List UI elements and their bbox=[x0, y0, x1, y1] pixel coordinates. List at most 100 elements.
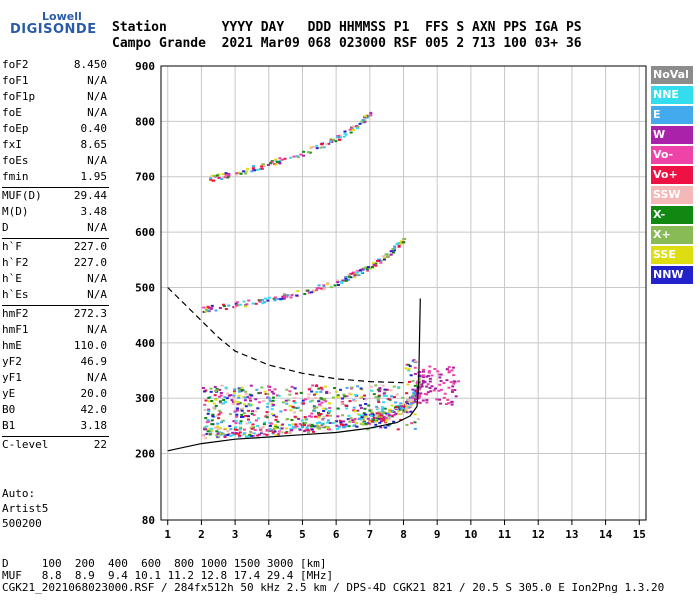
logo: Lowell DIGISONDE bbox=[4, 10, 96, 40]
data-point bbox=[375, 417, 379, 420]
data-point bbox=[332, 138, 336, 141]
data-point bbox=[236, 403, 240, 406]
data-point bbox=[387, 410, 391, 413]
data-point bbox=[258, 300, 262, 303]
data-point bbox=[364, 266, 368, 269]
legend: NoVal NNE E W Vo- Vo+ SSW X- X+ SSE NNW bbox=[651, 66, 693, 286]
data-point bbox=[399, 242, 403, 245]
data-point bbox=[364, 402, 368, 405]
data-point bbox=[323, 398, 327, 401]
data-point bbox=[309, 146, 313, 149]
data-point bbox=[367, 422, 371, 425]
data-point bbox=[439, 373, 443, 376]
data-point bbox=[387, 412, 391, 415]
data-point bbox=[311, 145, 315, 148]
data-point bbox=[319, 146, 323, 149]
data-point bbox=[227, 174, 231, 177]
data-point bbox=[235, 304, 239, 307]
data-point bbox=[359, 407, 363, 410]
data-point bbox=[349, 131, 353, 134]
data-point bbox=[226, 430, 230, 433]
data-point bbox=[315, 384, 319, 387]
data-point bbox=[273, 296, 277, 299]
data-point bbox=[425, 375, 429, 378]
data-point bbox=[221, 432, 225, 435]
data-point bbox=[363, 116, 367, 119]
data-point bbox=[389, 250, 393, 253]
data-point bbox=[218, 400, 222, 403]
data-point bbox=[242, 403, 246, 406]
data-point bbox=[207, 420, 211, 423]
data-point bbox=[216, 422, 220, 425]
param-row: h`Es N/A bbox=[2, 288, 107, 304]
data-point bbox=[223, 396, 227, 399]
data-point bbox=[308, 415, 312, 418]
data-point bbox=[248, 397, 252, 400]
y-tick-label: 500 bbox=[135, 281, 155, 294]
data-point bbox=[201, 433, 205, 436]
data-point bbox=[224, 172, 228, 175]
data-point bbox=[422, 368, 426, 371]
data-point bbox=[413, 384, 417, 387]
data-point bbox=[404, 404, 408, 407]
x-tick-label: 14 bbox=[599, 528, 613, 541]
data-point bbox=[343, 130, 347, 133]
data-point bbox=[204, 399, 208, 402]
data-point bbox=[413, 427, 417, 430]
data-point bbox=[318, 427, 322, 430]
data-point bbox=[222, 398, 226, 401]
data-point bbox=[364, 398, 368, 401]
data-point bbox=[269, 422, 273, 425]
data-point bbox=[374, 264, 378, 267]
data-point bbox=[315, 422, 319, 425]
data-point bbox=[336, 395, 340, 398]
data-point bbox=[365, 116, 369, 119]
data-point bbox=[210, 429, 214, 432]
data-point bbox=[420, 385, 424, 388]
data-point bbox=[272, 403, 276, 406]
data-point bbox=[418, 401, 422, 404]
data-point bbox=[339, 423, 343, 426]
data-point bbox=[216, 426, 220, 429]
data-point bbox=[249, 384, 253, 387]
data-point bbox=[308, 387, 312, 390]
data-point bbox=[277, 432, 281, 435]
param-value: 227.0 bbox=[73, 256, 107, 269]
data-point bbox=[205, 425, 209, 428]
data-point bbox=[356, 409, 360, 412]
data-point bbox=[370, 414, 374, 417]
data-point bbox=[406, 406, 410, 409]
data-point bbox=[217, 413, 221, 416]
data-point bbox=[254, 410, 258, 413]
param-value: N/A bbox=[87, 272, 107, 285]
data-point bbox=[264, 393, 268, 396]
bottom-info: D 100 200 400 600 800 1000 1500 3000 [km… bbox=[2, 558, 664, 594]
param-name: fmin bbox=[2, 170, 29, 183]
data-point bbox=[212, 179, 216, 182]
data-point bbox=[350, 126, 354, 129]
data-point bbox=[320, 143, 324, 146]
data-point bbox=[210, 419, 214, 422]
data-point bbox=[450, 389, 454, 392]
data-point bbox=[317, 284, 321, 287]
data-point bbox=[366, 428, 370, 431]
data-point bbox=[405, 423, 409, 426]
data-point bbox=[401, 396, 405, 399]
data-point bbox=[211, 413, 215, 416]
data-point bbox=[262, 423, 266, 426]
data-point bbox=[279, 410, 283, 413]
data-point bbox=[215, 414, 219, 417]
data-point bbox=[386, 255, 390, 258]
data-point bbox=[404, 409, 408, 412]
legend-item: E bbox=[651, 106, 693, 124]
data-point bbox=[206, 419, 210, 422]
separator bbox=[2, 305, 109, 306]
data-point bbox=[219, 433, 223, 436]
param-name: MUF(D) bbox=[2, 189, 42, 202]
param-name: foF1p bbox=[2, 90, 36, 103]
data-point bbox=[270, 413, 274, 416]
data-point bbox=[278, 157, 282, 160]
data-point bbox=[310, 390, 314, 393]
data-point bbox=[250, 170, 254, 173]
data-point bbox=[400, 240, 404, 243]
